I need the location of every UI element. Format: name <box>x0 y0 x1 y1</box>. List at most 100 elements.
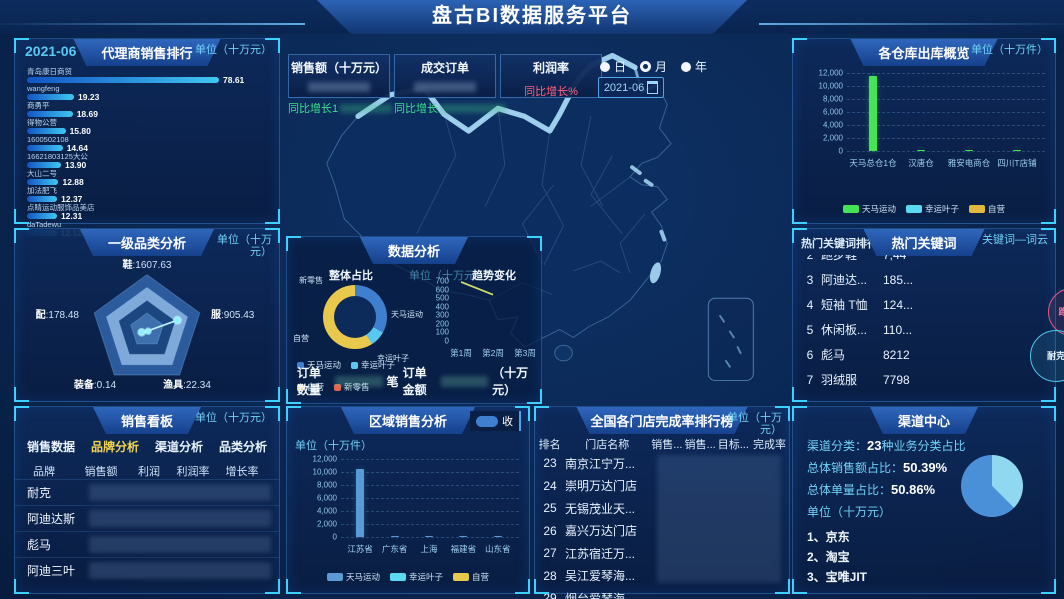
agent-bar-row: 点睛运动服饰品美店 12.31 <box>27 204 267 221</box>
channel-top-item: 2、淘宝 <box>807 550 850 564</box>
agent-bar-row: 大山二号 12.88 <box>27 170 267 187</box>
store-rank: 29 <box>543 591 557 599</box>
y-tick: 12,000 <box>818 68 843 78</box>
kpi-sales-value-redacted <box>308 82 370 92</box>
channel-top-item: 3、宝唯JIT <box>807 570 868 584</box>
keyword-text: 短袖 T恤 <box>821 298 868 312</box>
brand-name: 阿迪三叶 <box>27 564 76 578</box>
legend-chip <box>297 362 304 369</box>
legend-item-天马运动[interactable]: 天马运动 <box>326 571 380 583</box>
store-rank: 26 <box>543 523 557 538</box>
gridline <box>341 524 519 525</box>
agent-value: 14.64 <box>66 142 88 153</box>
agent-bar <box>27 93 75 100</box>
unit-label: 单位（十万元） <box>409 270 486 282</box>
cloud-word-耐克[interactable]: 耐克 <box>1030 330 1064 382</box>
y-tick: 4,000 <box>822 120 843 130</box>
keyword-rank: 4 <box>806 297 814 312</box>
gridline <box>847 112 1045 113</box>
legend-item-幸运叶子[interactable]: 幸运叶子 <box>389 571 443 583</box>
radar-chart: 鞋:1607.63 服:905.43 渔具:22.34 装备:0.14 配:178.48 <box>15 254 279 398</box>
legend-item-自营[interactable]: 自营 <box>453 571 489 583</box>
order-amt-redacted <box>440 375 489 387</box>
corner-accent <box>792 228 807 243</box>
bar-天马总仓1仓 <box>869 76 877 151</box>
donut-title: 整体占比 <box>329 270 373 282</box>
panel-sales-board: 销售看板 单位（十万元） 销售数据 品牌分析 渠道分析 品类分析 品牌 销售额 利润 利润率… <box>14 406 280 594</box>
corner-accent <box>527 389 542 404</box>
corner-accent <box>265 406 280 421</box>
corner-accent <box>527 236 542 251</box>
period-radio-月[interactable]: 月 <box>640 58 667 75</box>
x-tick: 第3周 <box>514 348 536 358</box>
agent-value: 19.23 <box>78 91 100 102</box>
legend-item-幸运叶子[interactable]: 幸运叶子 <box>351 359 395 371</box>
y-tick: 4,000 <box>316 506 337 516</box>
cloud-word-跑步鞋[interactable]: 跑步鞋 <box>1048 288 1064 336</box>
store-row: 23 南京江宁万... <box>535 452 789 475</box>
legend-chip <box>351 362 359 369</box>
bar-江苏省 <box>356 469 365 537</box>
tab-渠道分析[interactable]: 渠道分析 <box>154 440 203 454</box>
collapse-toggle[interactable]: 收 <box>470 411 521 431</box>
legend-item-自营[interactable]: 自营 <box>969 203 1005 215</box>
gridline <box>847 138 1045 139</box>
y-tick: 6,000 <box>822 107 843 117</box>
keyword-row: 6 彪马 8212 <box>799 342 927 367</box>
period-radio-年[interactable]: 年 <box>681 58 707 75</box>
panel-title-channel: 渠道中心 <box>870 407 978 434</box>
column-header: 排名 <box>538 439 561 451</box>
keyword-count: 110... <box>883 322 913 337</box>
unit-label: 单位（十万元） <box>195 412 272 424</box>
agent-name: wangfeng <box>27 84 60 93</box>
x-tick: 汉唐仓 <box>908 158 934 168</box>
legend-chip <box>334 384 342 391</box>
legend-item-天马运动[interactable]: 天马运动 <box>842 203 896 215</box>
agent-name: 青岛康日商贸 <box>27 67 72 76</box>
brand-name: 阿迪达斯 <box>27 512 76 526</box>
store-row: 25 无锡茂业天... <box>535 497 789 520</box>
legend-item-新零售[interactable]: 新零售 <box>334 381 370 393</box>
agent-bar <box>27 212 57 219</box>
tab-品类分析[interactable]: 品类分析 <box>218 440 267 454</box>
period-radio-日[interactable]: 日 <box>600 58 626 75</box>
store-name: 吴江爱琴海... <box>565 569 636 584</box>
corner-accent <box>1041 387 1056 402</box>
agent-value: 12.31 <box>60 210 83 221</box>
tab-品牌分析[interactable]: 品牌分析 <box>90 440 139 454</box>
y-tick: 600 <box>435 285 449 295</box>
column-header: 销售... <box>684 439 716 451</box>
corner-accent <box>286 236 301 251</box>
keyword-rank: 2 <box>799 255 821 262</box>
date-input[interactable]: 2021-06 <box>598 77 664 98</box>
warehouse-legend: 天马运动 幸运叶子 自营 <box>793 203 1055 215</box>
corner-accent <box>1041 228 1056 243</box>
agent-bar <box>27 178 59 185</box>
column-header: 利润 <box>138 466 160 478</box>
gridline <box>847 99 1045 100</box>
column-header: 销售额 <box>84 466 118 478</box>
store-row: 26 嘉兴万达门店 <box>535 520 789 543</box>
corner-accent <box>265 387 280 402</box>
radar-axis-label: 鞋:1607.63 <box>122 260 172 271</box>
legend-chip <box>453 573 469 581</box>
channel-qty-pct-line: 总体单量占比：50.86% <box>807 482 936 497</box>
store-rank: 24 <box>543 478 557 493</box>
column-header: 目标... <box>717 439 749 451</box>
brand-name: 彪马 <box>27 538 52 552</box>
agent-name: 得物公营 <box>27 118 57 127</box>
order-qty-redacted <box>335 375 383 387</box>
legend-item-自营[interactable]: 自营 <box>297 381 324 393</box>
store-rank: 25 <box>543 501 557 516</box>
column-header: 利润率 <box>176 466 210 478</box>
store-row: 27 江苏宿迁万... <box>535 542 789 565</box>
y-tick: 2,000 <box>316 519 337 529</box>
legend-item-天马运动[interactable]: 天马运动 <box>297 359 341 371</box>
agent-value: 13.90 <box>64 159 87 170</box>
tab-销售数据[interactable]: 销售数据 <box>27 440 76 454</box>
bar-上海 <box>425 535 433 537</box>
legend-item-幸运叶子[interactable]: 幸运叶子 <box>905 203 959 215</box>
page-title: 盘古BI数据服务平台 <box>317 0 747 34</box>
corner-accent <box>14 579 29 594</box>
unit-label: 单位（十万元） <box>727 412 782 436</box>
